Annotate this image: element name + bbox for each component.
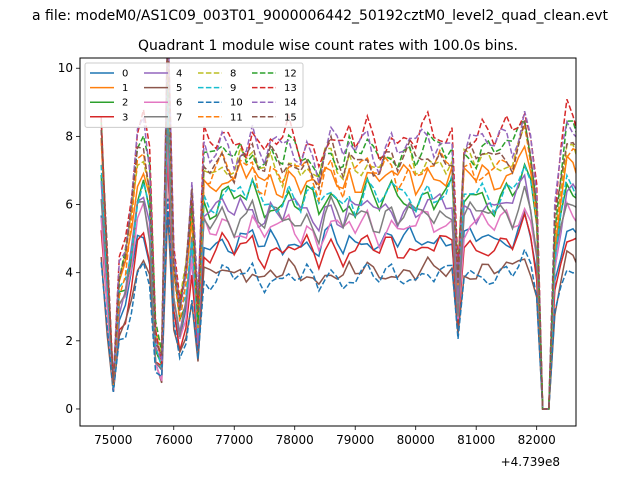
series-line-14 <box>100 58 576 410</box>
legend-label-0: 0 <box>122 69 128 80</box>
legend-label-13: 13 <box>284 83 297 94</box>
series-line-13 <box>100 58 576 410</box>
y-tick-label: 6 <box>65 198 73 212</box>
x-axis: 75000 76000 77000 78000 79000 80000 81000 82000 <box>94 426 556 447</box>
y-tick-label: 8 <box>65 129 73 143</box>
legend-label-2: 2 <box>122 98 128 109</box>
x-tick-label: 79000 <box>336 433 374 447</box>
legend-label-8: 8 <box>230 69 236 80</box>
x-tick-label: 81000 <box>457 433 495 447</box>
x-tick-label: 80000 <box>397 433 435 447</box>
legend-label-6: 6 <box>176 98 182 109</box>
series-line-5 <box>100 210 576 410</box>
x-tick-label: 78000 <box>276 433 314 447</box>
legend-label-10: 10 <box>230 98 243 109</box>
x-tick-label: 82000 <box>518 433 556 447</box>
legend-label-1: 1 <box>122 83 128 94</box>
x-tick-label: 77000 <box>215 433 253 447</box>
y-tick-label: 10 <box>58 61 73 75</box>
legend-label-12: 12 <box>284 69 297 80</box>
y-tick-label: 0 <box>65 402 73 416</box>
series-line-9 <box>100 83 576 410</box>
y-tick-label: 2 <box>65 334 73 348</box>
legend-label-9: 9 <box>230 83 236 94</box>
series-line-10 <box>100 198 576 410</box>
series-line-11 <box>100 58 576 410</box>
axes-frame <box>79 57 577 427</box>
y-tick-label: 4 <box>65 266 73 280</box>
legend-label-7: 7 <box>176 112 182 123</box>
x-tick-label: 76000 <box>155 433 193 447</box>
legend-label-3: 3 <box>122 112 128 123</box>
legend-label-5: 5 <box>176 83 182 94</box>
series-layer <box>100 58 576 410</box>
y-axis: 0 2 4 6 8 10 <box>58 61 80 416</box>
x-axis-offset-label: +4.739e8 <box>501 455 560 469</box>
series-line-4 <box>100 110 576 410</box>
figure-suptitle: a file: modeM0/AS1C09_003T01_9000006442_… <box>32 8 609 24</box>
legend-label-15: 15 <box>284 112 297 123</box>
chart-title: Quadrant 1 module wise count rates with … <box>138 38 518 54</box>
legend-label-14: 14 <box>284 98 297 109</box>
legend-label-4: 4 <box>176 69 182 80</box>
legend-label-11: 11 <box>230 112 243 123</box>
legend-box <box>84 62 304 128</box>
x-tick-label: 75000 <box>94 433 132 447</box>
series-line-12 <box>100 58 576 410</box>
